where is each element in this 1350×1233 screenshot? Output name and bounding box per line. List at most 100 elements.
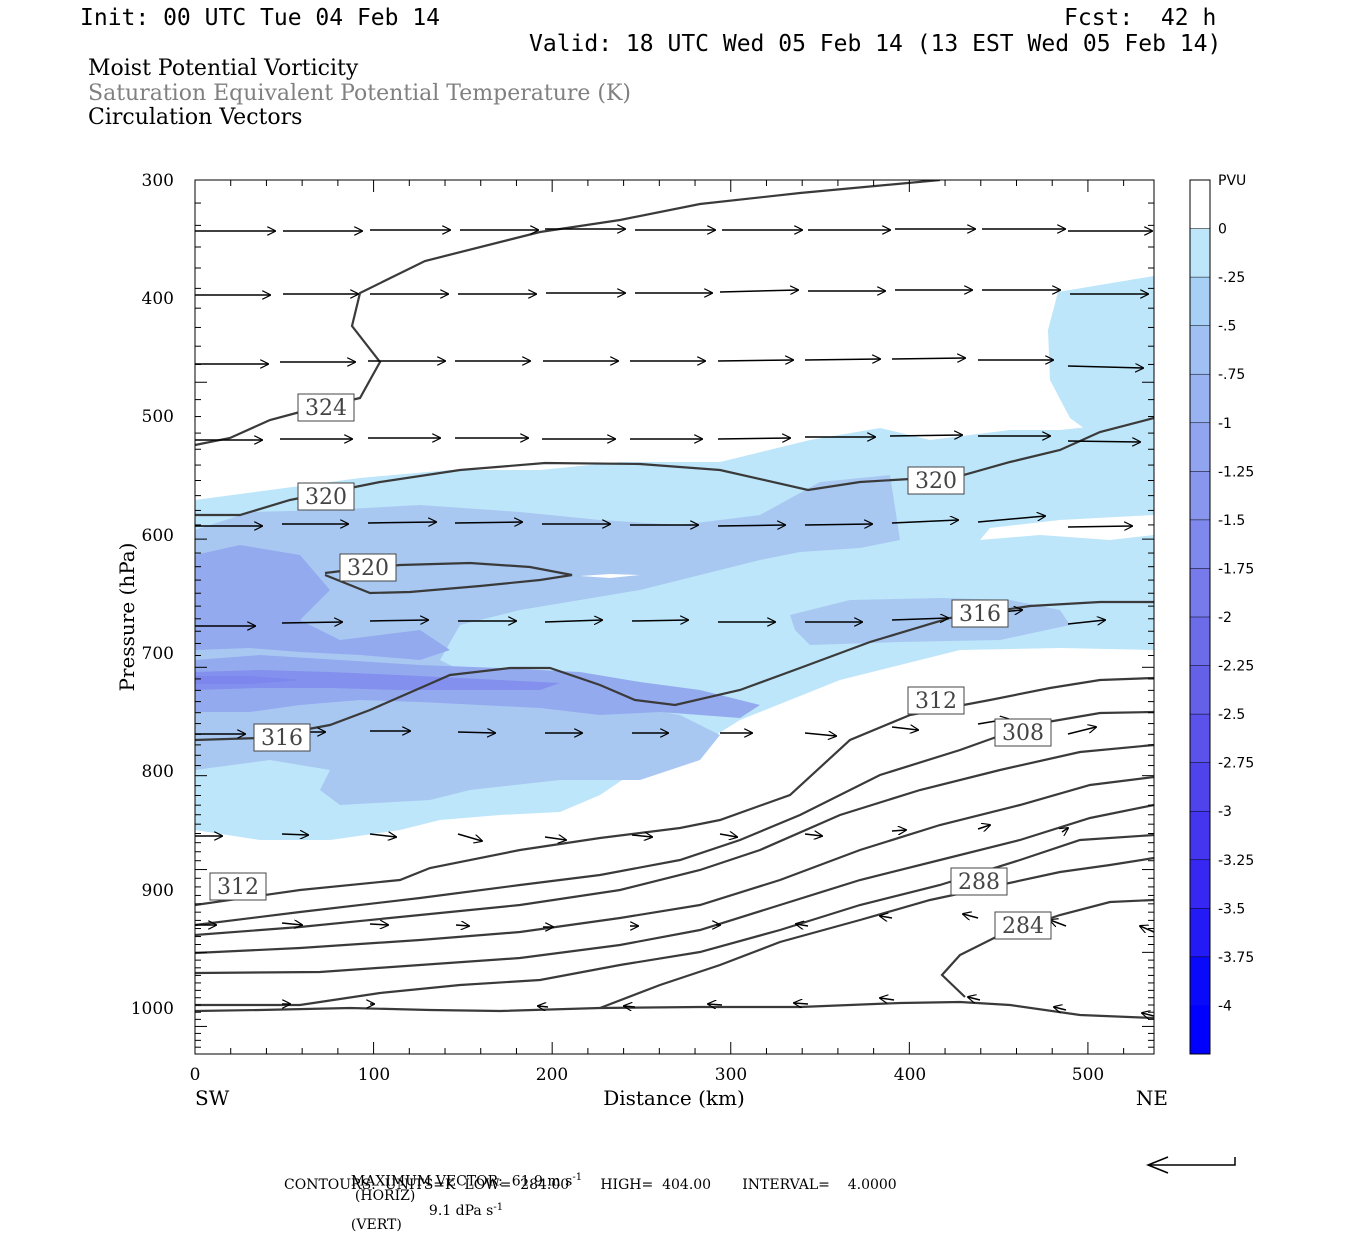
vector — [968, 997, 981, 1000]
colorbar-tick-label: -.25 — [1218, 270, 1245, 286]
colorbar-tick-label: -3 — [1218, 804, 1232, 820]
vector — [880, 998, 895, 1000]
colorbar-tick-label: -3.75 — [1218, 950, 1254, 966]
contour-label: 320 — [907, 466, 965, 495]
sw-endpoint-label: SW — [195, 1086, 230, 1110]
y-axis-ticks — [195, 179, 1154, 1055]
colorbar-cell — [1189, 810, 1211, 861]
y-axis: 300 400 500 600 700 800 900 1000 Pressur… — [115, 171, 174, 1019]
vector — [281, 834, 308, 835]
vector — [1062, 828, 1068, 832]
svg-text:308: 308 — [1002, 721, 1044, 746]
title-vectors: Circulation Vectors — [88, 105, 303, 130]
y-tick-label: 1000 — [131, 999, 174, 1019]
vector — [624, 1006, 636, 1007]
colorbar-cell — [1189, 471, 1211, 521]
colorbar-tick-label: -2.25 — [1218, 659, 1254, 675]
colorbar-cell — [1189, 713, 1211, 764]
contour-312-upper — [195, 676, 1154, 907]
vector — [281, 923, 302, 925]
svg-text:324: 324 — [305, 396, 347, 421]
colorbar-cell — [1189, 568, 1211, 618]
svg-text:320: 320 — [915, 469, 957, 494]
colorbar-cell — [1189, 859, 1211, 910]
x-tick-label: 200 — [536, 1065, 568, 1085]
vector — [281, 622, 342, 623]
contour-label: 284 — [994, 911, 1052, 940]
circulation-vectors — [195, 229, 1154, 1016]
svg-text:316: 316 — [261, 726, 303, 751]
colorbar-unit-label: PVU — [1218, 173, 1246, 189]
colorbar-tick-label: -.75 — [1218, 367, 1245, 383]
vector — [804, 359, 880, 360]
vector — [1054, 1007, 1067, 1010]
colorbar-cell — [1189, 325, 1211, 375]
vector — [367, 522, 436, 523]
vector — [719, 290, 798, 292]
colorbar-tick-label: -2.75 — [1218, 756, 1254, 772]
vector — [454, 522, 522, 523]
mpv-gap-white-2 — [580, 574, 640, 578]
vector — [631, 620, 688, 621]
x-tick-label: 500 — [1072, 1065, 1104, 1085]
y-axis-label: Pressure (hPa) — [115, 543, 139, 692]
contour-292 — [195, 833, 1154, 1007]
vector — [708, 1004, 723, 1005]
x-tick-label: 300 — [715, 1065, 747, 1085]
colorbar: PVU 0 -.25 -.5 -.75 -1 -1.25 -1.5 -1.75 -2 -2.25 -… — [1189, 173, 1254, 1055]
vector — [891, 618, 948, 620]
vector — [1067, 526, 1132, 527]
contour-label: 312 — [209, 872, 267, 901]
vector — [804, 524, 872, 525]
contour-288 — [599, 856, 1154, 1010]
colorbar-cell — [1189, 762, 1211, 812]
vector — [1142, 1013, 1154, 1016]
vector — [455, 925, 469, 926]
vector — [1067, 727, 1096, 735]
y-tick-label: 800 — [142, 762, 174, 782]
y-tick-label: 900 — [142, 881, 174, 901]
svg-text:284: 284 — [1002, 914, 1044, 939]
vector — [891, 727, 918, 730]
contour-label-boxes: 324 320 320 320 316 316 312 308 — [209, 393, 1052, 940]
contour-label: 316 — [951, 599, 1009, 628]
footer-max-vector: MAXIMUM VECTOR: 61.9 m s-1 (HORIZ) 9.1 d… — [350, 1172, 583, 1233]
plot-frame — [194, 179, 1155, 1055]
vector — [963, 914, 979, 918]
mpv-shade-2 — [195, 670, 560, 690]
forecast-hour: Fcst: 42 h — [1064, 5, 1217, 31]
y-tick-label: 400 — [142, 289, 174, 309]
x-tick-label: 400 — [894, 1065, 926, 1085]
footer-contours: CONTOURS: UNITS=K LOW= 284.00 HIGH= 404.… — [284, 1177, 897, 1193]
x-axis-label: Distance (km) — [603, 1086, 745, 1110]
x-tick-label: 100 — [358, 1065, 390, 1085]
title-mpv: Moist Potential Vorticity — [88, 56, 359, 81]
contour-304 — [195, 743, 1154, 937]
y-tick-label: 300 — [142, 171, 174, 191]
contour-label: 288 — [950, 867, 1008, 896]
vector — [544, 837, 566, 840]
mpv-shade-1 — [195, 545, 450, 660]
vector — [1050, 920, 1067, 926]
vector — [457, 833, 482, 841]
contour-surface — [195, 1000, 1154, 1020]
y-tick-label: 500 — [142, 407, 174, 427]
colorbar-cell — [1189, 908, 1211, 958]
reference-vector — [1145, 1156, 1236, 1174]
vector — [889, 435, 962, 436]
vector — [1067, 366, 1143, 368]
vector — [804, 834, 822, 836]
vector — [880, 916, 893, 918]
vector — [717, 360, 793, 361]
ne-endpoint-label: NE — [1136, 1086, 1168, 1110]
colorbar-cell — [1189, 228, 1211, 278]
svg-text:288: 288 — [958, 870, 1000, 895]
vector — [977, 825, 990, 829]
x-axis: 0 100 200 300 400 500 Distance (km) SW N… — [190, 1065, 1168, 1110]
contour-label: 320 — [297, 482, 355, 511]
svg-text:320: 320 — [347, 556, 389, 581]
contour-label: 312 — [907, 686, 965, 715]
mpv-shade-025-upper-right — [1048, 276, 1154, 440]
colorbar-cell — [1189, 519, 1211, 570]
vector — [538, 1006, 549, 1007]
